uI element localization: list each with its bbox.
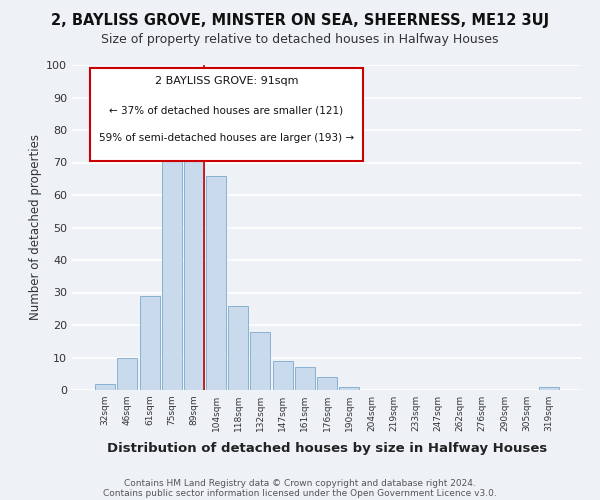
- Bar: [228, 306, 248, 390]
- Bar: [140, 296, 160, 390]
- Bar: [162, 143, 182, 390]
- Text: ← 37% of detached houses are smaller (121): ← 37% of detached houses are smaller (12…: [109, 106, 343, 116]
- Text: 59% of semi-detached houses are larger (193) →: 59% of semi-detached houses are larger (…: [99, 133, 354, 143]
- Bar: [95, 384, 115, 390]
- Bar: [206, 176, 226, 390]
- Bar: [317, 377, 337, 390]
- Text: 2, BAYLISS GROVE, MINSTER ON SEA, SHEERNESS, ME12 3UJ: 2, BAYLISS GROVE, MINSTER ON SEA, SHEERN…: [51, 12, 549, 28]
- Text: Contains HM Land Registry data © Crown copyright and database right 2024.: Contains HM Land Registry data © Crown c…: [124, 478, 476, 488]
- Bar: [250, 332, 271, 390]
- Bar: [184, 143, 204, 390]
- Bar: [118, 358, 137, 390]
- Bar: [339, 387, 359, 390]
- Bar: [295, 367, 315, 390]
- Text: 2 BAYLISS GROVE: 91sqm: 2 BAYLISS GROVE: 91sqm: [155, 76, 298, 86]
- Text: Contains public sector information licensed under the Open Government Licence v3: Contains public sector information licen…: [103, 488, 497, 498]
- X-axis label: Distribution of detached houses by size in Halfway Houses: Distribution of detached houses by size …: [107, 442, 547, 456]
- FancyBboxPatch shape: [90, 68, 363, 161]
- Text: Size of property relative to detached houses in Halfway Houses: Size of property relative to detached ho…: [101, 32, 499, 46]
- Bar: [539, 387, 559, 390]
- Y-axis label: Number of detached properties: Number of detached properties: [29, 134, 42, 320]
- Bar: [272, 361, 293, 390]
